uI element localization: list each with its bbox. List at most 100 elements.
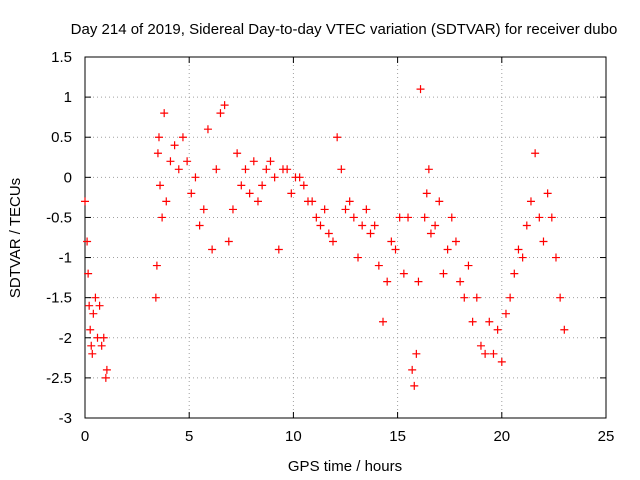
data-point xyxy=(383,277,392,286)
data-point xyxy=(102,365,111,374)
data-point xyxy=(412,349,421,358)
data-point xyxy=(95,301,104,310)
data-point xyxy=(489,349,498,358)
data-point xyxy=(358,221,367,230)
data-point xyxy=(345,197,354,206)
data-point xyxy=(85,301,94,310)
data-point xyxy=(481,349,490,358)
y-tick-label: -3 xyxy=(59,410,72,427)
data-point xyxy=(395,213,404,222)
data-point xyxy=(88,349,97,358)
data-point xyxy=(316,221,325,230)
data-point xyxy=(274,245,283,254)
data-point xyxy=(328,237,337,246)
data-point xyxy=(426,229,435,238)
data-point xyxy=(295,173,304,182)
data-point xyxy=(178,133,187,142)
data-point xyxy=(187,189,196,198)
data-point xyxy=(262,165,271,174)
data-point xyxy=(431,221,440,230)
data-point xyxy=(86,325,95,334)
data-point xyxy=(497,357,506,366)
data-point xyxy=(183,157,192,166)
data-point xyxy=(224,237,233,246)
data-point xyxy=(476,341,485,350)
data-point xyxy=(391,245,400,254)
data-point xyxy=(547,213,556,222)
data-point xyxy=(370,221,379,230)
data-point xyxy=(151,293,160,302)
y-tick-label: 1.5 xyxy=(51,49,72,66)
data-point xyxy=(153,149,162,158)
tick-labels: 0 5 10 15 20 25 -3 -2.5 -2 -1.5 -1 -0.5 0 0.5 1 1.5 xyxy=(46,49,614,445)
data-point xyxy=(531,149,540,158)
y-tick-label: 1 xyxy=(64,89,72,106)
data-point xyxy=(424,165,433,174)
data-point xyxy=(152,261,161,270)
data-point xyxy=(493,325,502,334)
data-point xyxy=(472,293,481,302)
data-point xyxy=(283,165,292,174)
grid xyxy=(85,57,606,418)
x-tick-label: 0 xyxy=(81,428,89,445)
x-tick-label: 5 xyxy=(185,428,193,445)
data-point xyxy=(237,181,246,190)
data-point xyxy=(518,253,527,262)
data-point xyxy=(308,197,317,206)
data-point xyxy=(81,197,89,206)
data-point xyxy=(245,189,254,198)
data-point xyxy=(560,325,569,334)
data-point xyxy=(341,205,350,214)
data-point xyxy=(337,165,346,174)
data-point xyxy=(91,293,100,302)
data-point xyxy=(170,141,179,150)
data-point xyxy=(485,317,494,326)
data-point xyxy=(220,101,229,110)
data-point xyxy=(420,213,429,222)
data-point xyxy=(287,189,296,198)
data-point xyxy=(253,197,262,206)
chart-title: Day 214 of 2019, Sidereal Day-to-day VTE… xyxy=(71,21,618,38)
data-point xyxy=(464,261,473,270)
data-point xyxy=(362,205,371,214)
y-tick-label: 0 xyxy=(64,169,72,186)
data-point xyxy=(501,309,510,318)
data-point xyxy=(435,197,444,206)
data-points xyxy=(81,85,569,390)
data-point xyxy=(228,205,237,214)
data-point xyxy=(422,189,431,198)
data-point xyxy=(510,269,519,278)
data-point xyxy=(514,245,523,254)
data-point xyxy=(506,293,515,302)
data-point xyxy=(556,293,565,302)
data-point xyxy=(320,205,329,214)
data-point xyxy=(551,253,560,262)
data-point xyxy=(233,149,242,158)
data-point xyxy=(199,205,208,214)
data-point xyxy=(84,269,93,278)
plot-frame xyxy=(84,56,607,419)
data-point xyxy=(195,221,204,230)
data-point xyxy=(443,245,452,254)
y-tick-label: -2 xyxy=(59,330,72,347)
data-point xyxy=(99,333,108,342)
y-tick-label: -0.5 xyxy=(46,209,72,226)
data-point xyxy=(154,133,163,142)
data-point xyxy=(399,269,408,278)
x-tick-label: 25 xyxy=(598,428,615,445)
data-point xyxy=(460,293,469,302)
x-axis-label: GPS time / hours xyxy=(288,458,402,475)
data-point xyxy=(241,165,250,174)
data-point xyxy=(410,381,419,390)
data-point xyxy=(101,373,110,382)
axes xyxy=(84,56,607,419)
y-tick-label: 0.5 xyxy=(51,129,72,146)
data-point xyxy=(414,277,423,286)
data-point xyxy=(162,197,171,206)
data-point xyxy=(526,197,535,206)
data-point xyxy=(447,213,456,222)
data-point xyxy=(312,213,321,222)
y-axis-label: SDTVAR / TECUs xyxy=(7,178,24,298)
data-point xyxy=(156,181,165,190)
